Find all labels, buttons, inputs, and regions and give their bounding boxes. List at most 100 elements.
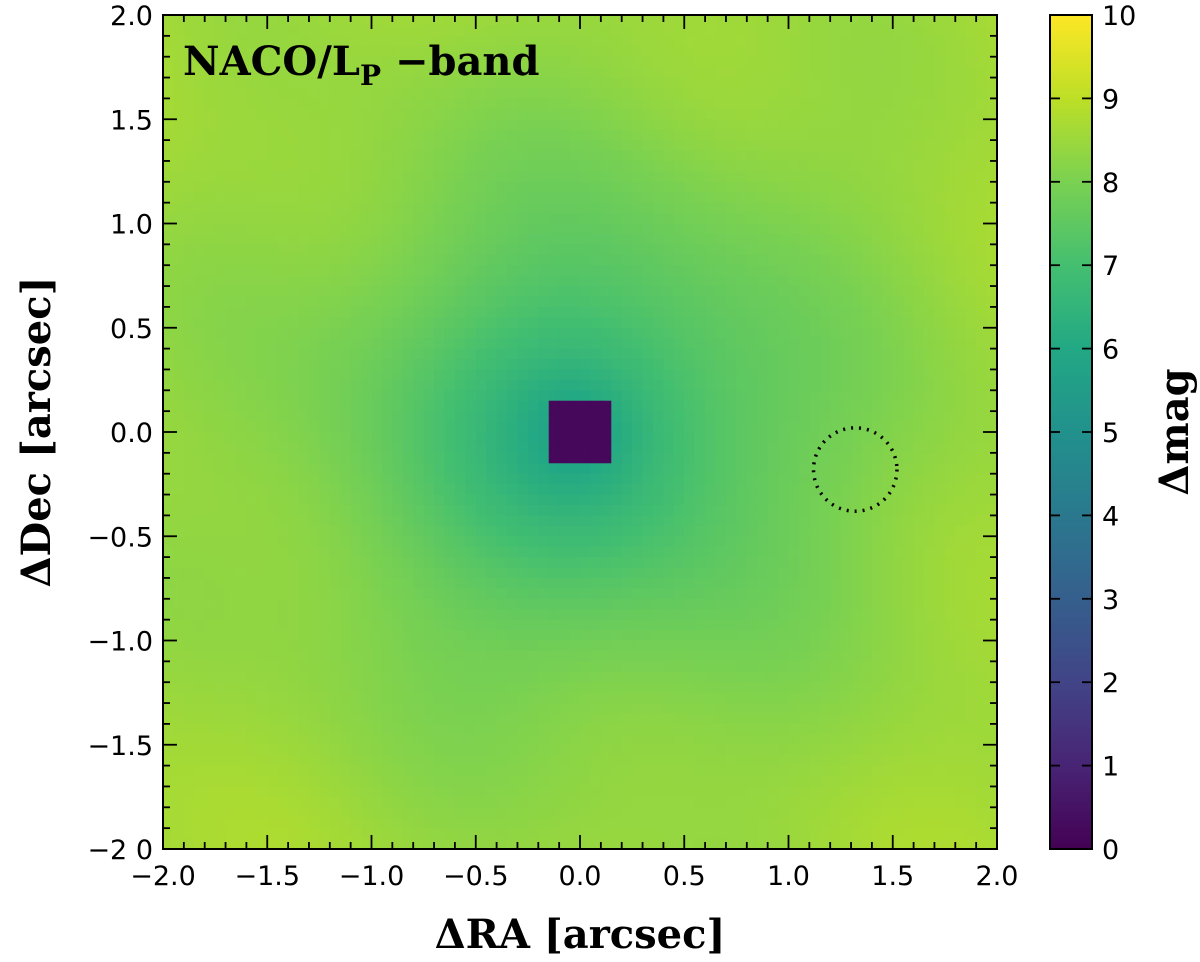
- heatmap-cell: [788, 390, 800, 402]
- heatmap-cell: [809, 244, 821, 256]
- heatmap-cell: [465, 567, 477, 579]
- heatmap-cell: [423, 286, 435, 298]
- heatmap-cell: [976, 338, 988, 350]
- heatmap-cell: [882, 56, 894, 68]
- heatmap-cell: [934, 98, 946, 110]
- heatmap-cell: [840, 171, 852, 183]
- heatmap-cell: [705, 463, 717, 475]
- heatmap-cell: [350, 46, 362, 58]
- heatmap-cell: [569, 515, 581, 527]
- heatmap-cell: [319, 609, 331, 621]
- heatmap-cell: [746, 15, 758, 27]
- heatmap-cell: [621, 306, 633, 318]
- heatmap-cell: [319, 108, 331, 120]
- heatmap-cell: [454, 213, 466, 225]
- heatmap-cell: [194, 119, 206, 131]
- heatmap-cell: [924, 640, 936, 652]
- heatmap-cell: [246, 46, 258, 58]
- heatmap-cell: [851, 233, 863, 245]
- heatmap-cell: [402, 536, 414, 548]
- heatmap-cell: [861, 67, 873, 79]
- heatmap-cell: [580, 484, 592, 496]
- heatmap-cell: [340, 306, 352, 318]
- heatmap-cell: [632, 286, 644, 298]
- heatmap-cell: [246, 546, 258, 558]
- heatmap-cell: [580, 306, 592, 318]
- heatmap-cell: [913, 536, 925, 548]
- heatmap-cell: [757, 46, 769, 58]
- heatmap-cell: [632, 67, 644, 79]
- heatmap-cell: [507, 213, 519, 225]
- heatmap-cell: [934, 67, 946, 79]
- heatmap-cell: [694, 286, 706, 298]
- heatmap-cell: [371, 494, 383, 506]
- heatmap-cell: [329, 233, 341, 245]
- heatmap-cell: [861, 98, 873, 110]
- heatmap-cell: [611, 463, 623, 475]
- heatmap-cell: [319, 213, 331, 225]
- heatmap-cell: [652, 463, 664, 475]
- heatmap-cell: [600, 557, 612, 569]
- heatmap-cell: [277, 630, 289, 642]
- heatmap-cell: [225, 56, 237, 68]
- heatmap-cell: [725, 119, 737, 131]
- heatmap-cell: [465, 609, 477, 621]
- heatmap-cell: [340, 213, 352, 225]
- heatmap-cell: [861, 244, 873, 256]
- heatmap-cell: [705, 536, 717, 548]
- heatmap-cell: [580, 504, 592, 516]
- heatmap-cell: [684, 192, 696, 204]
- heatmap-cell: [496, 442, 508, 454]
- heatmap-cell: [277, 650, 289, 662]
- heatmap-cell: [267, 181, 279, 193]
- heatmap-cell: [392, 536, 404, 548]
- heatmap-cell: [183, 15, 195, 27]
- heatmap-cell: [277, 15, 289, 27]
- heatmap-cell: [976, 546, 988, 558]
- heatmap-cell: [235, 213, 247, 225]
- heatmap-cell: [381, 56, 393, 68]
- heatmap-cell: [225, 525, 237, 537]
- heatmap-cell: [924, 98, 936, 110]
- heatmap-cell: [600, 484, 612, 496]
- heatmap-cell: [903, 630, 915, 642]
- heatmap-cell: [527, 56, 539, 68]
- heatmap-cell: [965, 421, 977, 433]
- heatmap-cell: [225, 421, 237, 433]
- heatmap-cell: [819, 619, 831, 631]
- heatmap-cell: [580, 588, 592, 600]
- heatmap-cell: [580, 442, 592, 454]
- heatmap-cell: [924, 223, 936, 235]
- heatmap-cell: [350, 442, 362, 454]
- heatmap-cell: [392, 108, 404, 120]
- heatmap-cell: [434, 348, 446, 360]
- heatmap-cell: [235, 640, 247, 652]
- heatmap-cell: [767, 213, 779, 225]
- heatmap-cell: [308, 108, 320, 120]
- heatmap-cell: [496, 254, 508, 266]
- heatmap-cell: [507, 484, 519, 496]
- heatmap-cell: [496, 525, 508, 537]
- heatmap-cell: [830, 619, 842, 631]
- heatmap-cell: [788, 515, 800, 527]
- heatmap-cell: [715, 35, 727, 47]
- heatmap-cell: [454, 296, 466, 308]
- heatmap-cell: [475, 129, 487, 141]
- heatmap-cell: [580, 244, 592, 256]
- heatmap-cell: [788, 150, 800, 162]
- heatmap-cell: [788, 327, 800, 339]
- heatmap-cell: [538, 504, 550, 516]
- heatmap-cell: [632, 463, 644, 475]
- heatmap-cell: [746, 504, 758, 516]
- heatmap-cell: [298, 473, 310, 485]
- heatmap-cell: [496, 557, 508, 569]
- heatmap-cell: [976, 306, 988, 318]
- heatmap-cell: [548, 369, 560, 381]
- heatmap-cell: [736, 213, 748, 225]
- heatmap-cell: [934, 546, 946, 558]
- heatmap-cell: [204, 411, 216, 423]
- heatmap-cell: [778, 202, 790, 214]
- heatmap-cell: [538, 296, 550, 308]
- heatmap-cell: [298, 265, 310, 277]
- heatmap-cell: [705, 452, 717, 464]
